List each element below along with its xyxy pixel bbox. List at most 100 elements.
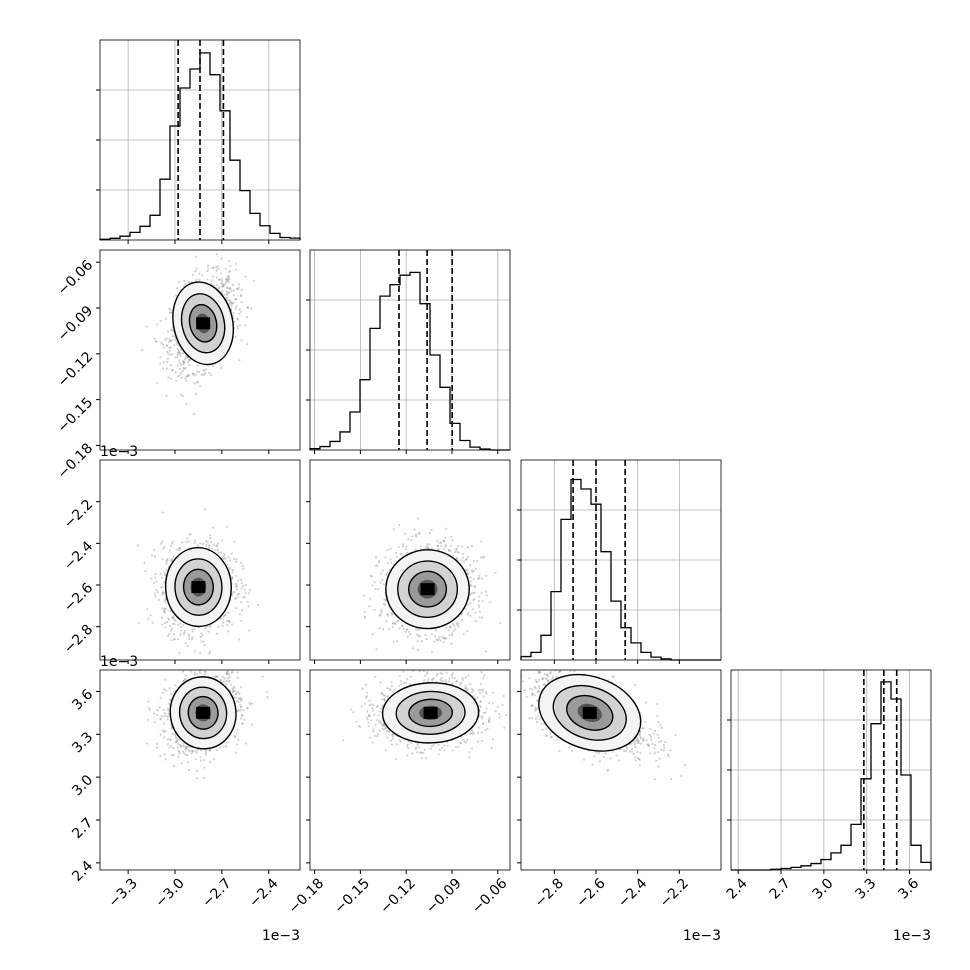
sample-point xyxy=(237,700,240,703)
sample-point xyxy=(144,570,147,573)
sample-point xyxy=(163,545,166,549)
sample-point xyxy=(226,670,229,673)
sample-point xyxy=(471,544,474,548)
sample-point xyxy=(478,574,481,577)
sample-point xyxy=(481,600,484,603)
sample-point xyxy=(411,535,414,538)
sample-point xyxy=(165,344,169,347)
sample-point xyxy=(178,374,181,377)
sample-point xyxy=(405,545,408,548)
sample-point xyxy=(221,539,224,542)
sample-point xyxy=(165,562,168,565)
sample-point xyxy=(169,308,172,311)
sample-point xyxy=(469,563,472,567)
sample-point xyxy=(398,524,401,527)
sample-point xyxy=(236,593,239,596)
sample-point xyxy=(227,630,230,633)
sample-point xyxy=(183,745,186,748)
sample-point xyxy=(188,280,191,284)
sample-point xyxy=(177,349,180,352)
sample-point xyxy=(194,749,197,752)
sample-point xyxy=(162,730,166,733)
sample-point xyxy=(161,729,164,732)
sample-point xyxy=(253,279,256,283)
sample-point xyxy=(237,592,240,595)
sample-point xyxy=(199,748,202,752)
sample-point xyxy=(161,585,164,588)
sample-point xyxy=(397,545,400,549)
sample-point xyxy=(164,338,167,342)
sample-point xyxy=(248,588,251,591)
sample-point xyxy=(221,556,224,560)
sample-point xyxy=(392,640,395,643)
sample-point xyxy=(183,280,186,283)
sample-point xyxy=(182,360,185,363)
sample-point xyxy=(455,622,458,625)
sample-point xyxy=(480,540,483,543)
sample-point xyxy=(238,638,241,641)
sample-point xyxy=(241,564,244,567)
sample-point xyxy=(190,638,194,641)
sample-point xyxy=(228,287,231,290)
sample-point xyxy=(370,575,374,578)
sample-point xyxy=(470,592,473,595)
sample-point xyxy=(234,585,238,588)
sample-point xyxy=(240,705,243,709)
sample-point xyxy=(406,628,409,631)
sample-point xyxy=(461,552,464,555)
sample-point xyxy=(164,573,167,576)
sample-point xyxy=(181,541,184,544)
sample-point xyxy=(243,588,246,591)
sample-point xyxy=(221,624,224,628)
sample-point xyxy=(231,571,234,574)
sample-point xyxy=(226,278,229,281)
sample-point xyxy=(165,394,168,397)
sample-point xyxy=(250,307,253,310)
sample-point xyxy=(440,635,444,638)
sample-point xyxy=(203,369,206,372)
sample-point xyxy=(161,576,164,579)
sample-point xyxy=(215,253,219,256)
sample-point xyxy=(199,635,202,639)
sample-point xyxy=(425,638,428,641)
sample-point xyxy=(442,637,445,640)
sample-point xyxy=(227,611,230,614)
sample-point xyxy=(185,747,188,750)
sample-point xyxy=(214,674,218,677)
sample-point xyxy=(208,652,211,655)
sample-point xyxy=(222,615,225,618)
sample-point xyxy=(156,713,159,717)
sample-point xyxy=(449,544,453,547)
sample-point xyxy=(373,608,376,612)
sample-point xyxy=(456,623,459,627)
sample-point xyxy=(461,556,465,559)
sample-point xyxy=(473,586,476,589)
sample-point xyxy=(234,262,237,265)
sample-point xyxy=(466,629,469,633)
sample-point xyxy=(170,638,173,642)
contour-line xyxy=(397,560,459,618)
sample-point xyxy=(141,348,144,352)
sample-point xyxy=(185,375,188,378)
sample-point xyxy=(216,265,219,268)
sample-point xyxy=(185,355,188,358)
sample-point xyxy=(163,611,166,614)
sample-point xyxy=(384,556,387,559)
sample-point xyxy=(182,679,185,683)
sample-point xyxy=(201,274,204,277)
sample-point xyxy=(161,590,164,594)
sample-point xyxy=(167,618,171,621)
sample-point xyxy=(219,366,223,369)
sample-point xyxy=(243,718,246,721)
sample-point xyxy=(178,549,181,552)
sample-point xyxy=(395,555,398,558)
sample-point xyxy=(239,686,243,689)
sample-point xyxy=(178,651,181,655)
sample-point xyxy=(443,540,446,544)
sample-point xyxy=(208,533,212,537)
sample-point xyxy=(469,580,472,583)
sample-point xyxy=(222,554,226,558)
histogram-series xyxy=(309,271,510,451)
sample-point xyxy=(400,553,403,556)
sample-point xyxy=(223,677,226,680)
